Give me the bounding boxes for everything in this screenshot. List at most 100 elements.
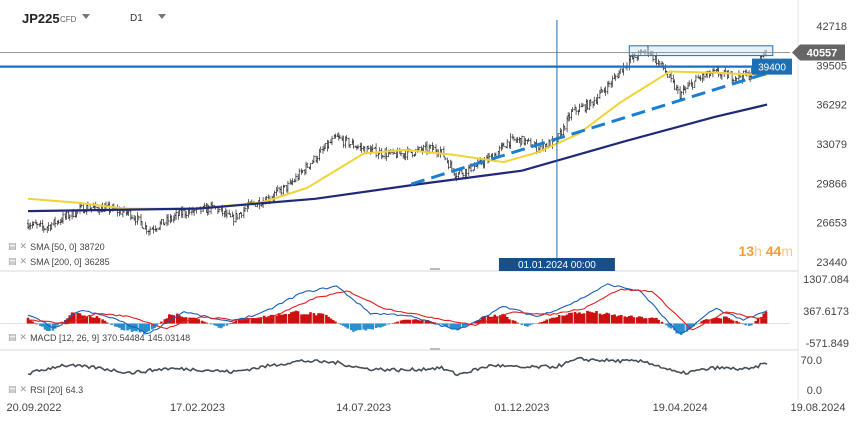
macd-histogram-bar: [379, 324, 382, 328]
macd-histogram-bar: [173, 315, 176, 323]
macd-histogram-bar: [755, 321, 758, 324]
close-icon[interactable]: ✕: [20, 384, 28, 395]
macd-histogram-bar: [118, 324, 121, 328]
macd-histogram-bar: [210, 324, 213, 325]
symbol-dropdown-icon[interactable]: [82, 14, 90, 19]
macd-histogram-bar: [593, 313, 596, 324]
macd-histogram-bar: [114, 324, 117, 327]
macd-histogram-bar: [657, 320, 660, 324]
macd-histogram-bar: [121, 324, 124, 330]
time-axis-label: 19.04.2024: [653, 402, 708, 414]
settings-icon[interactable]: ▤: [8, 384, 17, 395]
time-axis-label: 20.09.2022: [6, 402, 61, 414]
macd-histogram-bar: [215, 324, 218, 327]
macd-legend-label: MACD [12, 26, 9]: [30, 333, 99, 343]
sma200-line: [28, 105, 767, 212]
timer-minutes-unit: m: [781, 243, 793, 259]
macd-histogram-bar: [297, 311, 300, 323]
macd-histogram-bar: [396, 322, 399, 324]
level-label: 39400: [758, 63, 786, 74]
macd-histogram-bar: [313, 313, 316, 323]
macd-histogram-bar: [526, 324, 529, 327]
macd-histogram-bar: [661, 322, 664, 324]
macd-histogram-bar: [54, 324, 57, 329]
price-axis-tick: 39505: [816, 60, 847, 72]
price-axis-tick: 23440: [816, 257, 847, 269]
macd-histogram-bar: [226, 324, 229, 326]
macd-histogram-bar: [203, 322, 206, 324]
macd-histogram-bar: [543, 321, 546, 324]
macd-histogram-bar: [342, 324, 345, 326]
macd-histogram-bar: [282, 314, 285, 323]
macd-histogram-bar: [263, 316, 266, 324]
macd-histogram-bar: [723, 317, 726, 324]
macd-histogram-bar: [570, 313, 573, 324]
macd-histogram-bar: [648, 318, 651, 324]
close-icon[interactable]: ✕: [20, 241, 28, 252]
macd-histogram-bar: [633, 317, 636, 323]
macd-axis-tick: -571.849: [806, 338, 849, 350]
macd-histogram-bar: [601, 315, 604, 324]
close-icon[interactable]: ✕: [20, 256, 28, 267]
price-axis-tick: 29866: [816, 178, 847, 190]
macd-axis-tick: 1307.084: [803, 274, 849, 286]
macd-histogram-bar: [491, 317, 494, 324]
macd-histogram-bar: [148, 324, 151, 332]
macd-histogram-bar: [270, 315, 273, 324]
macd-histogram-bar: [39, 324, 42, 326]
macd-histogram-bar: [34, 323, 37, 324]
macd-histogram-bar: [630, 316, 633, 324]
macd-histogram-bar: [412, 320, 415, 324]
macd-histogram-bar: [504, 315, 507, 323]
settings-icon[interactable]: ▤: [8, 332, 17, 343]
settings-icon[interactable]: ▤: [8, 241, 17, 252]
timer-minutes: 44: [766, 243, 782, 259]
macd-histogram-bar: [201, 321, 204, 324]
macd-histogram-bar: [521, 324, 524, 326]
pane-resize-handle[interactable]: [430, 268, 440, 270]
macd-histogram-bar: [334, 322, 337, 324]
macd-histogram-bar: [638, 316, 641, 323]
macd-histogram-bar: [454, 324, 457, 330]
resistance-zone[interactable]: [629, 46, 773, 56]
macd-histogram-bar: [309, 312, 312, 323]
settings-icon[interactable]: ▤: [8, 256, 17, 267]
macd-histogram-bar: [352, 324, 355, 332]
macd-histogram-bar: [365, 324, 368, 331]
rsi-legend: ▤ ✕ RSI [20] 64.3: [8, 384, 83, 395]
macd-histogram-bar: [31, 321, 34, 323]
rsi-axis-tick: 0.0: [807, 385, 822, 397]
macd-histogram-bar: [300, 314, 303, 323]
symbol-label[interactable]: JP225: [22, 11, 60, 26]
macd-histogram-bar: [327, 317, 330, 324]
price-axis-tick: 26653: [816, 218, 847, 230]
macd-histogram-bar: [616, 316, 619, 323]
timeframe-dropdown-icon[interactable]: [158, 14, 166, 19]
macd-histogram-bar: [586, 311, 589, 324]
macd-histogram-bar: [185, 317, 188, 323]
macd-histogram-bar: [541, 322, 544, 324]
close-icon[interactable]: ✕: [20, 332, 28, 343]
macd-histogram-bar: [284, 314, 287, 324]
macd-histogram-bar: [732, 321, 735, 324]
macd-histogram-bar: [512, 320, 515, 323]
pane-resize-handle[interactable]: [430, 348, 440, 350]
rsi-legend-value: 64.3: [66, 385, 84, 395]
macd-histogram-bar: [394, 322, 397, 323]
macd-histogram-bar: [106, 322, 109, 323]
macd-histogram-bar: [529, 324, 532, 326]
sma200-legend-label: SMA [200, 0]: [30, 257, 82, 267]
macd-histogram-bar: [123, 324, 126, 331]
macd-histogram-bar: [611, 315, 614, 324]
macd-histogram-bar: [700, 321, 703, 323]
macd-histogram-bar: [350, 324, 353, 331]
rsi-legend-label: RSI [20]: [30, 385, 63, 395]
timeframe-label[interactable]: D1: [130, 13, 143, 24]
time-axis-label: 14.07.2023: [336, 402, 391, 414]
macd-histogram-bar: [506, 317, 509, 324]
macd-histogram-bar: [623, 316, 626, 323]
trendline[interactable]: [411, 72, 773, 185]
macd-histogram-bar: [228, 324, 231, 325]
